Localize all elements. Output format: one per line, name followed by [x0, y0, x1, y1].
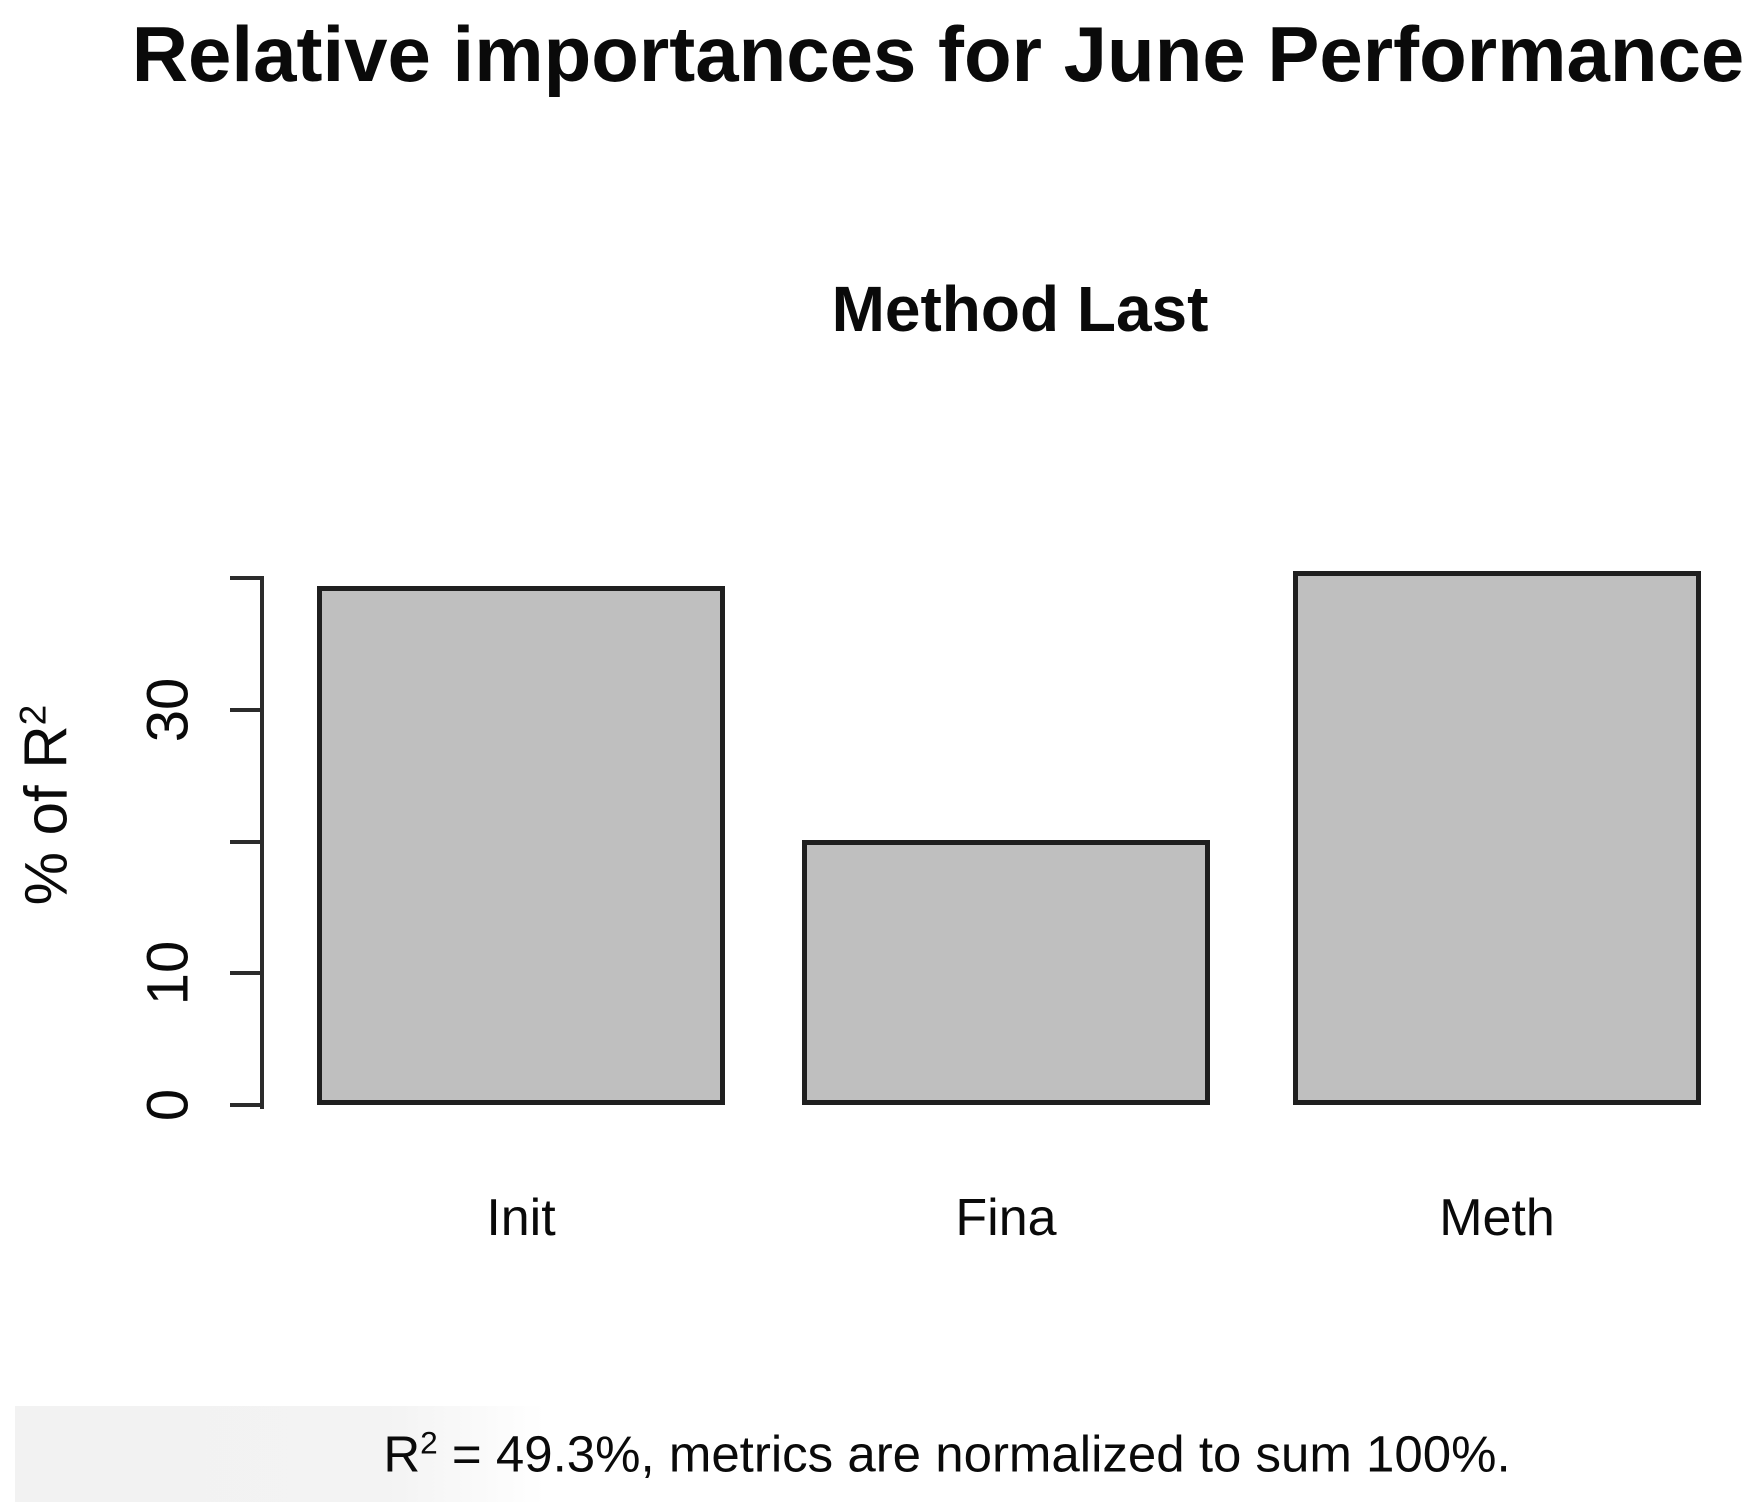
bar-meth: [1293, 571, 1701, 1105]
bar-init: [317, 585, 725, 1105]
y-tick-mark: [230, 1103, 264, 1107]
y-tick-label: 30: [135, 677, 201, 743]
caption-r: R: [383, 1425, 421, 1483]
x-category-label: Meth: [1439, 1189, 1555, 1247]
chart-title: Relative importances for June Performanc…: [131, 10, 1745, 98]
y-tick-mark: [230, 707, 264, 712]
caption-text: = 49.3%, metrics are normalized to sum 1…: [437, 1425, 1511, 1483]
x-category-label: Init: [486, 1189, 556, 1247]
y-tick-label: 10: [135, 940, 201, 1006]
y-tick-label: 0: [135, 1088, 201, 1122]
y-tick-mark: [230, 971, 264, 976]
y-tick-mark: [230, 839, 264, 844]
x-category-label: Fina: [955, 1189, 1057, 1247]
y-tick-mark: [230, 576, 264, 580]
faint-gray-band: [15, 1406, 545, 1502]
caption-superscript: 2: [420, 1424, 438, 1461]
caption: R2 = 49.3%, metrics are normalized to su…: [383, 1425, 1510, 1484]
bar-fina: [802, 840, 1210, 1105]
panel-subtitle: Method Last: [831, 273, 1209, 345]
